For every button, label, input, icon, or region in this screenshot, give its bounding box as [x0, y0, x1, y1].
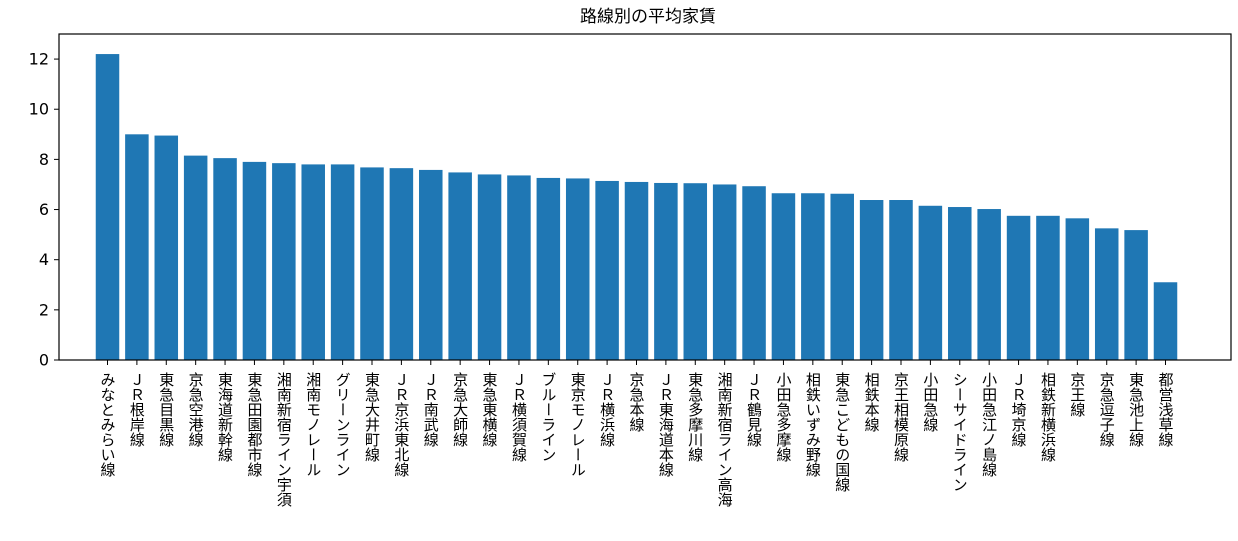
x-tick-label: ＪＲ根岸線 [128, 372, 146, 447]
bar [125, 134, 149, 360]
x-tick-label: 相鉄本線 [863, 372, 881, 432]
bar [683, 183, 708, 360]
x-tick-label: ＪＲ東海道本線 [657, 372, 675, 477]
x-tick-label: 東急田園都市線 [245, 372, 263, 477]
y-tick-label: 8 [39, 150, 49, 169]
bar [301, 164, 325, 360]
x-tick-label: ＪＲ南武線 [422, 372, 440, 447]
x-tick-label: 小田急多摩線 [774, 372, 792, 462]
x-tick-label: 京急大師線 [451, 372, 469, 447]
x-tick-label: 京急本線 [628, 372, 646, 432]
x-tick-label: 東急目黒線 [157, 372, 175, 447]
x-tick-label: 東急池上線 [1127, 372, 1145, 447]
bar [154, 135, 179, 360]
y-tick-label: 0 [39, 351, 49, 370]
y-tick-label: 2 [39, 300, 49, 319]
bar [654, 182, 678, 360]
bar [1065, 218, 1090, 360]
x-tick-label: 湘南新宿ライン宇須 [275, 372, 293, 507]
y-tick-label: 12 [29, 50, 49, 69]
x-tick-label: 京急空港線 [187, 372, 205, 447]
bar [801, 193, 825, 360]
bars-group [95, 54, 1178, 361]
x-tick-label: 東急こどもの国線 [833, 372, 851, 492]
y-axis: 0 2 4 6 8 10 12 [29, 50, 59, 370]
x-tick-label: ブルーライン [539, 372, 557, 462]
bar [536, 177, 561, 360]
bar [1094, 228, 1119, 360]
x-tick-label: ＪＲ横須賀線 [510, 372, 528, 462]
bar [1124, 230, 1148, 360]
x-tick-label: 京急逗子線 [1098, 372, 1116, 447]
bar [330, 164, 355, 360]
bar [448, 172, 472, 360]
x-tick-label: ＪＲ埼京線 [1010, 372, 1028, 447]
bar [948, 207, 972, 360]
x-tick-label: 相鉄いずみ野線 [804, 372, 822, 477]
bar [624, 181, 649, 360]
x-tick-label: ＪＲ横浜線 [598, 372, 616, 447]
x-tick-label: 東急多摩川線 [686, 372, 704, 462]
x-tick-label: 湘南新宿ライン高海 [716, 372, 734, 507]
x-tick-label: 京王線 [1068, 372, 1086, 417]
bar [859, 200, 884, 360]
x-tick-label: 東急大井町線 [363, 372, 381, 462]
bar [419, 169, 443, 360]
x-tick-label: 東海道新幹線 [216, 372, 234, 462]
bar [712, 184, 737, 360]
bar [595, 180, 619, 360]
y-tick-label: 6 [39, 200, 49, 219]
bar [1006, 215, 1031, 360]
x-tick-label: ＪＲ鶴見線 [745, 372, 763, 447]
bar [389, 168, 414, 360]
bar [213, 158, 237, 360]
x-tick-label: 湘南モノレール [304, 372, 322, 477]
bar [889, 200, 913, 360]
y-tick-label: 10 [29, 100, 49, 119]
x-axis: みなとみらい線 ＪＲ根岸線 東急目黒線 京急空港線 東海道新幹線 東急田園都市線 湘南新宿ラ… [99, 360, 1175, 507]
bar [242, 161, 267, 360]
bar [95, 54, 120, 361]
x-tick-label: 東急東横線 [481, 372, 499, 447]
bar [830, 193, 854, 360]
bar [360, 167, 384, 360]
bar [477, 174, 502, 360]
x-tick-label: 京王相模原線 [892, 372, 910, 462]
bar [507, 175, 531, 360]
bar [183, 155, 208, 360]
x-tick-label: シーサイドライン [951, 372, 969, 492]
bar [977, 209, 1001, 360]
bar [565, 178, 590, 360]
chart-title: 路線別の平均家賃 [580, 7, 716, 27]
y-tick-label: 4 [39, 250, 49, 269]
bar [272, 163, 296, 360]
x-tick-label: ＪＲ京浜東北線 [392, 372, 410, 477]
bar [742, 186, 766, 360]
x-tick-label: グリーンライン [334, 372, 352, 477]
bar [1153, 282, 1178, 360]
x-tick-label: 都営浅草線 [1157, 372, 1175, 447]
bar [918, 205, 943, 360]
x-tick-label: 小田急線 [921, 372, 939, 432]
plot-frame [58, 33, 1232, 361]
x-tick-label: 小田急江ノ島線 [980, 372, 998, 477]
x-tick-label: みなとみらい線 [99, 372, 117, 477]
bar [1036, 215, 1060, 360]
x-tick-label: 東京モノレール [569, 372, 587, 477]
x-tick-label: 相鉄新横浜線 [1039, 372, 1057, 462]
bar [771, 193, 796, 360]
